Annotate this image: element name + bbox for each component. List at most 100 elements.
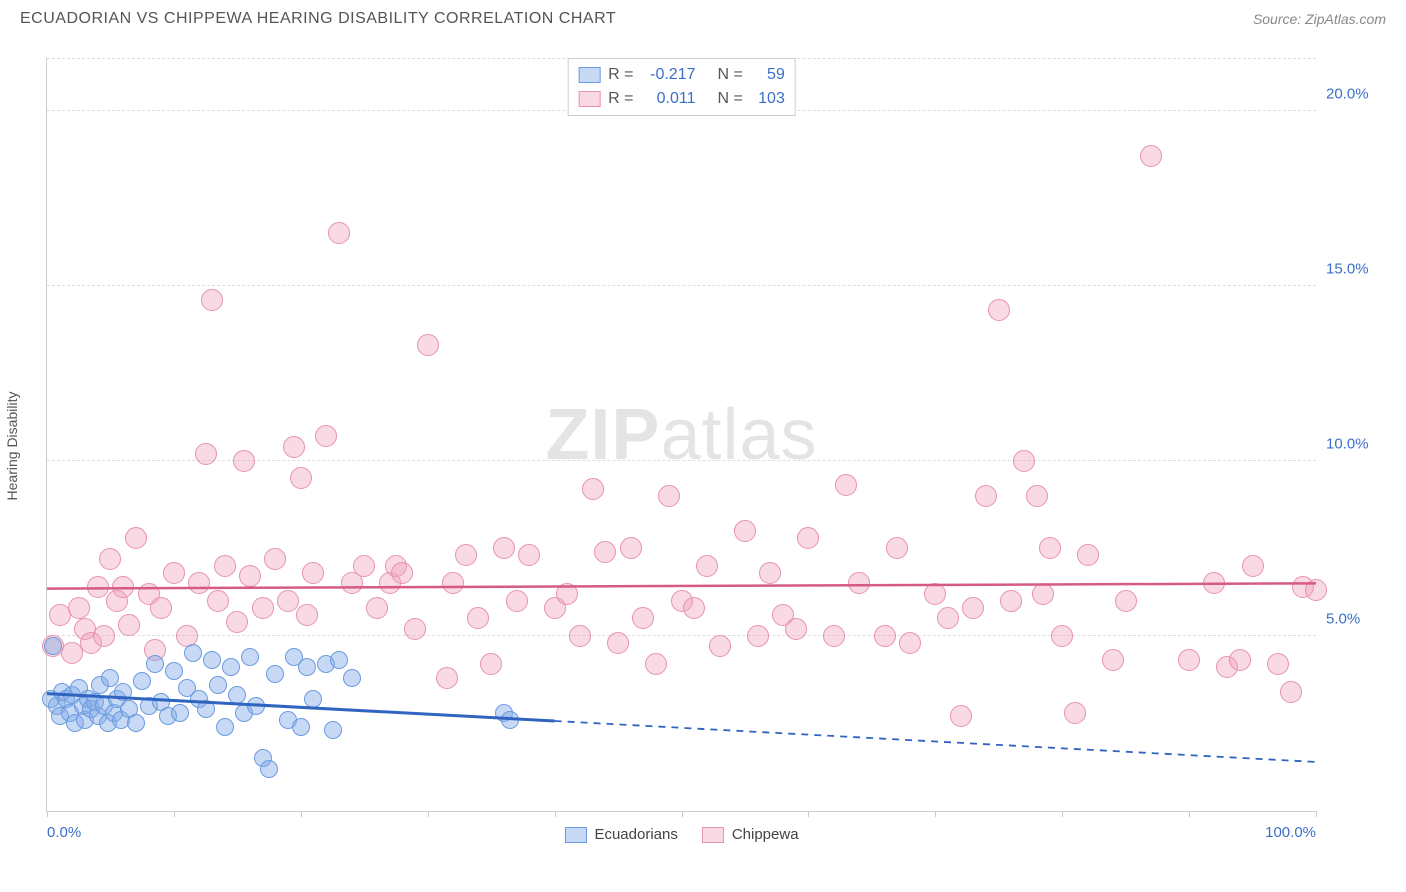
data-point [127, 714, 145, 732]
data-point [734, 520, 756, 542]
data-point [709, 635, 731, 657]
data-point [1064, 702, 1086, 724]
chart-source: Source: ZipAtlas.com [1253, 11, 1386, 27]
data-point [874, 625, 896, 647]
data-point [1305, 579, 1327, 601]
data-point [645, 653, 667, 675]
data-point [330, 651, 348, 669]
data-point [899, 632, 921, 654]
data-point [620, 537, 642, 559]
watermark: ZIPatlas [545, 394, 817, 476]
legend-item-chippewa: Chippewa [702, 826, 799, 843]
x-tick-label: 0.0% [47, 824, 81, 841]
data-point [302, 562, 324, 584]
x-tick [1316, 811, 1317, 817]
data-point [125, 527, 147, 549]
data-point [823, 625, 845, 647]
x-tick [808, 811, 809, 817]
data-point [501, 711, 519, 729]
data-point [848, 572, 870, 594]
data-point [582, 478, 604, 500]
data-point [292, 718, 310, 736]
data-point [417, 334, 439, 356]
data-point [759, 562, 781, 584]
data-point [594, 541, 616, 563]
data-point [171, 704, 189, 722]
data-point [99, 548, 121, 570]
data-point [304, 690, 322, 708]
data-point [975, 485, 997, 507]
data-point [785, 618, 807, 640]
data-point [163, 562, 185, 584]
data-point [1026, 485, 1048, 507]
data-point [988, 299, 1010, 321]
data-point [1280, 681, 1302, 703]
chart-title: ECUADORIAN VS CHIPPEWA HEARING DISABILIT… [20, 10, 616, 28]
x-tick [301, 811, 302, 817]
x-tick [935, 811, 936, 817]
data-point [455, 544, 477, 566]
data-point [277, 590, 299, 612]
swatch-ecuadorians-bottom [564, 827, 586, 843]
data-point [404, 618, 426, 640]
grid-line [47, 285, 1316, 286]
data-point [1013, 450, 1035, 472]
chart-header: ECUADORIAN VS CHIPPEWA HEARING DISABILIT… [0, 0, 1406, 36]
data-point [214, 555, 236, 577]
data-point [366, 597, 388, 619]
swatch-chippewa [578, 91, 600, 107]
data-point [195, 443, 217, 465]
data-point [343, 669, 361, 687]
data-point [683, 597, 705, 619]
data-point [228, 686, 246, 704]
data-point [188, 572, 210, 594]
data-point [1229, 649, 1251, 671]
data-point [1178, 649, 1200, 671]
chart-plot-area: ZIPatlas R = -0.217 N = 59 R = 0.011 N =… [46, 58, 1316, 812]
x-tick [555, 811, 556, 817]
data-point [285, 648, 303, 666]
data-point [1242, 555, 1264, 577]
data-point [1140, 145, 1162, 167]
data-point [353, 555, 375, 577]
grid-line [47, 635, 1316, 636]
data-point [467, 607, 489, 629]
data-point [260, 760, 278, 778]
data-point [93, 625, 115, 647]
data-point [247, 697, 265, 715]
y-tick-label: 15.0% [1326, 260, 1398, 277]
legend-bottom: Ecuadorians Chippewa [564, 826, 798, 843]
data-point [150, 597, 172, 619]
y-tick-label: 20.0% [1326, 85, 1398, 102]
legend-row-ecuadorians: R = -0.217 N = 59 [578, 63, 785, 87]
data-point [133, 672, 151, 690]
data-point [266, 665, 284, 683]
data-point [391, 562, 413, 584]
data-point [436, 667, 458, 689]
data-point [1077, 544, 1099, 566]
data-point [315, 425, 337, 447]
data-point [696, 555, 718, 577]
data-point [226, 611, 248, 633]
data-point [480, 653, 502, 675]
data-point [165, 662, 183, 680]
data-point [1102, 649, 1124, 671]
data-point [1115, 590, 1137, 612]
data-point [607, 632, 629, 654]
data-point [556, 583, 578, 605]
data-point [493, 537, 515, 559]
x-tick [174, 811, 175, 817]
data-point [886, 537, 908, 559]
swatch-ecuadorians [578, 67, 600, 83]
y-axis-label: Hearing Disability [4, 392, 20, 501]
data-point [233, 450, 255, 472]
data-point [201, 289, 223, 311]
data-point [1203, 572, 1225, 594]
x-tick [1062, 811, 1063, 817]
data-point [632, 607, 654, 629]
data-point [44, 637, 62, 655]
data-point [118, 614, 140, 636]
data-point [146, 655, 164, 673]
data-point [68, 597, 90, 619]
data-point [835, 474, 857, 496]
